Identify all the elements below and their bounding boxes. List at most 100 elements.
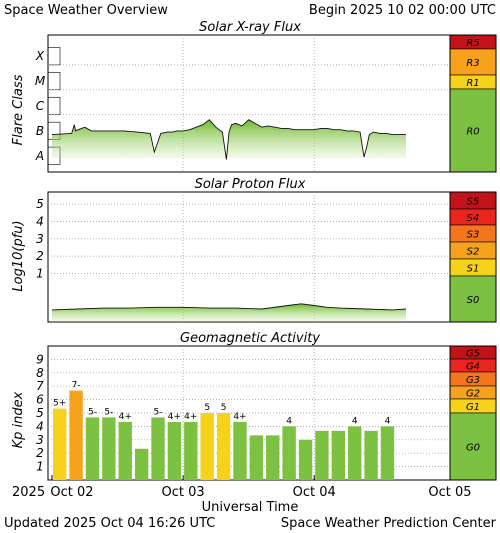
kp-bar xyxy=(151,417,165,480)
proton-tick-label: 4 xyxy=(36,214,44,228)
scale-label-r1: R1 xyxy=(466,78,479,89)
x-tick-label: Oct 02 xyxy=(50,485,93,500)
geomag-title: Geomagnetic Activity xyxy=(180,331,320,346)
proton-series-line xyxy=(51,303,407,311)
kp-tick-label: 4 xyxy=(36,419,44,433)
kp-tick-label: 7 xyxy=(36,379,44,393)
scale-label-g0: G0 xyxy=(466,443,480,454)
xray-title: Solar X-ray Flux xyxy=(199,20,301,35)
proton-ylabel: Log10(pfu) xyxy=(11,220,26,291)
kp-bar-label: 7- xyxy=(72,381,81,391)
proton-tick-label: 3 xyxy=(36,232,44,246)
proton-tick-label: 1 xyxy=(36,266,44,280)
xray-series-line xyxy=(51,119,406,160)
kp-bar xyxy=(233,421,247,480)
kp-tick-label: 9 xyxy=(36,352,44,366)
kp-bar xyxy=(102,417,116,480)
kp-bar-label: 4+ xyxy=(184,412,197,422)
kp-ylabel: Kp index xyxy=(11,391,26,448)
kp-bar-label: 5 xyxy=(221,403,227,413)
xray-tick-label: X xyxy=(35,49,45,63)
kp-bar xyxy=(298,439,313,480)
kp-bar xyxy=(380,426,395,480)
xray-tick-label: A xyxy=(35,149,44,163)
plot-frame xyxy=(47,191,451,323)
kp-bar-label: 5 xyxy=(204,403,210,413)
scale-label-s1: S1 xyxy=(467,264,480,275)
kp-bar xyxy=(282,426,296,480)
kp-bar xyxy=(134,448,149,480)
proton-series-area xyxy=(52,303,406,322)
scale-frame xyxy=(449,191,497,323)
x-axis-title: Universal Time xyxy=(202,500,299,515)
begin-time: Begin 2025 10 02 00:00 UTC xyxy=(309,3,496,18)
kp-bar xyxy=(315,430,329,480)
kp-tick-label: 6 xyxy=(36,393,44,407)
scale-label-s5: S5 xyxy=(467,197,480,208)
kp-tick-label: 1 xyxy=(36,460,44,474)
scale-box-g0 xyxy=(449,412,497,481)
x-tick-label: Oct 04 xyxy=(293,485,336,500)
kp-bar xyxy=(216,413,231,480)
kp-bar-label: 4 xyxy=(286,416,292,426)
scale-label-g1: G1 xyxy=(466,402,480,413)
xray-tick-label: M xyxy=(35,74,46,88)
kp-bar xyxy=(118,421,132,480)
kp-bar xyxy=(53,408,67,480)
scale-frame xyxy=(449,345,497,481)
scale-label-g3: G3 xyxy=(466,375,480,386)
scale-label-s3: S3 xyxy=(467,230,480,241)
kp-bar-label: 5+ xyxy=(53,399,66,409)
scale-label-g2: G2 xyxy=(466,389,480,400)
x-tick-label: Oct 03 xyxy=(162,485,205,500)
xray-tick-label: C xyxy=(36,99,45,113)
kp-bar xyxy=(69,390,83,480)
scale-label-g4: G4 xyxy=(466,362,480,373)
kp-bar-label: 5- xyxy=(154,407,163,417)
x-year-label: 2025 xyxy=(12,485,45,500)
kp-bar xyxy=(184,421,198,480)
kp-tick-label: 8 xyxy=(36,366,44,380)
kp-tick-label: 2 xyxy=(36,446,44,460)
overview-title: Space Weather Overview xyxy=(4,3,168,18)
kp-tick-label: 5 xyxy=(36,406,44,420)
proton-title: Solar Proton Flux xyxy=(195,177,306,192)
kp-bar xyxy=(167,421,182,480)
proton-tick-label: 2 xyxy=(36,249,44,263)
scale-label-g5: G5 xyxy=(466,349,480,360)
kp-bar-label: 4 xyxy=(385,416,391,426)
proton-tick-label: 5 xyxy=(36,197,44,211)
kp-bar xyxy=(85,417,100,480)
scale-label-r0: R0 xyxy=(466,127,479,138)
xray-tick-label: B xyxy=(36,124,44,138)
scale-label-s0: S0 xyxy=(467,295,480,306)
kp-bar-label: 4+ xyxy=(168,412,181,422)
kp-bar-label: 4 xyxy=(352,416,358,426)
kp-bar xyxy=(200,413,214,480)
kp-bar xyxy=(249,435,264,480)
kp-bar xyxy=(266,435,280,480)
kp-bar-label: 5- xyxy=(104,407,113,417)
scale-box-r3 xyxy=(449,48,497,76)
scale-label-s2: S2 xyxy=(467,247,480,258)
scale-frame xyxy=(449,34,497,173)
kp-bar xyxy=(364,430,378,480)
updated-time: Updated 2025 Oct 04 16:26 UTC xyxy=(4,516,215,531)
scale-label-r5: R5 xyxy=(466,38,479,49)
scale-label-s4: S4 xyxy=(467,213,480,224)
proton-panel: 1 2 3 4 5 S5 S4 S3 S2 S1 S0 xyxy=(36,191,497,323)
xray-series-area xyxy=(52,119,406,160)
kp-bar xyxy=(348,426,362,480)
center-name: Space Weather Prediction Center xyxy=(281,516,497,531)
scale-box-s0 xyxy=(449,275,497,323)
xray-ylabel: Flare Class xyxy=(11,74,26,145)
scale-label-r3: R3 xyxy=(466,58,479,69)
kp-bar xyxy=(331,430,345,480)
kp-tick-label: 3 xyxy=(36,433,44,447)
x-tick-label: Oct 05 xyxy=(428,485,471,500)
kp-bar-label: 5- xyxy=(88,407,97,417)
kp-bar-label: 4+ xyxy=(233,412,246,422)
